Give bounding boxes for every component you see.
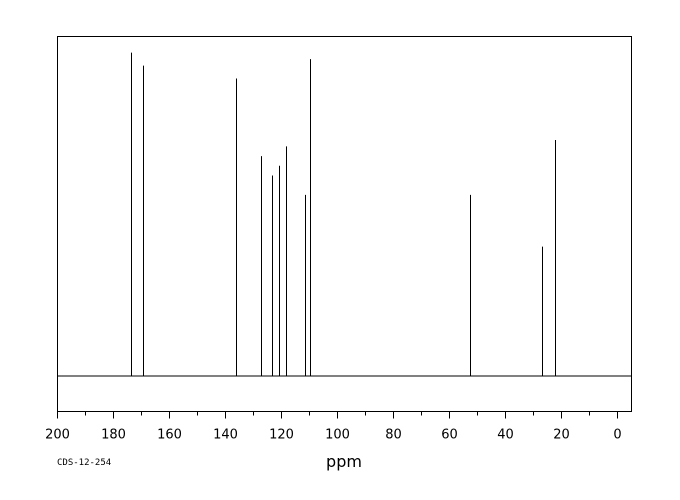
x-axis-title: ppm	[326, 452, 362, 471]
tick-label-20: 20	[553, 428, 570, 443]
tick-label-160: 160	[157, 428, 182, 443]
tick-label-180: 180	[101, 428, 126, 443]
tick-label-0: 0	[613, 428, 621, 443]
tick-label-80: 80	[385, 428, 402, 443]
tick-label-140: 140	[213, 428, 238, 443]
tick-label-200: 200	[45, 428, 70, 443]
spectrum-code-label: CDS-12-254	[57, 458, 111, 468]
tick-label-60: 60	[441, 428, 458, 443]
peaks-group	[131, 52, 556, 376]
tick-label-40: 40	[497, 428, 514, 443]
tick-label-100: 100	[325, 428, 350, 443]
x-axis-ticks: 200 180 160 140 120 100 80 60 40 20 0	[45, 411, 622, 443]
tick-label-120: 120	[269, 428, 294, 443]
plot-frame	[57, 36, 632, 412]
